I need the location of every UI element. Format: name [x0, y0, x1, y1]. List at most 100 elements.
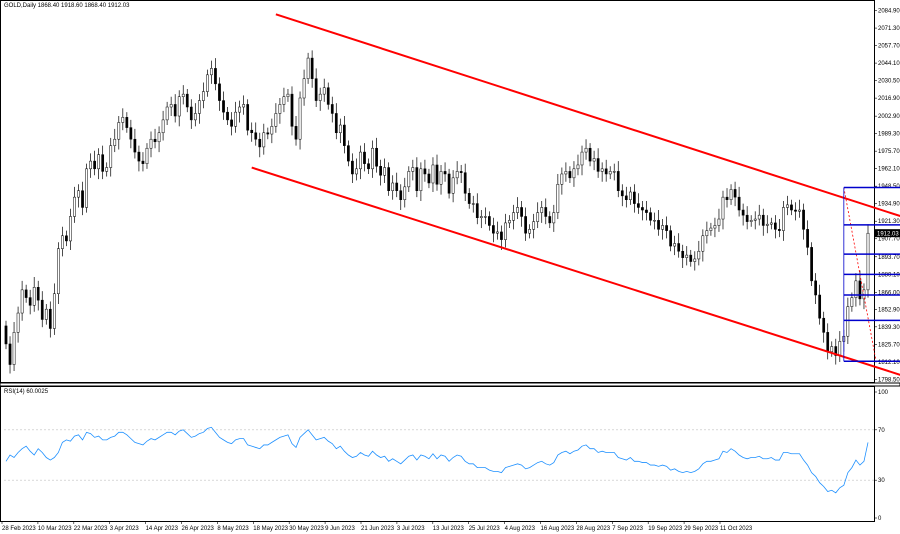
- candle-body: [838, 341, 842, 356]
- candle-body: [254, 132, 258, 140]
- candle-body: [101, 154, 105, 172]
- candle-body: [330, 104, 334, 114]
- candle-body: [306, 57, 310, 79]
- candle-body: [314, 78, 318, 101]
- candle-body: [310, 57, 314, 79]
- candle-body: [435, 164, 439, 185]
- current-price-marker: 1912.03: [875, 229, 900, 237]
- candle-body: [447, 173, 451, 194]
- time-tick-label: 30 May 2023: [289, 526, 324, 532]
- rsi-tick-label: 100: [878, 390, 889, 396]
- candle-body: [786, 204, 789, 208]
- candle-body: [411, 167, 415, 172]
- candle-body: [113, 138, 117, 146]
- price-tick-label: 1989.30: [878, 132, 900, 138]
- candle-body: [85, 168, 88, 208]
- candle-body: [270, 126, 274, 135]
- candle-body: [347, 145, 350, 162]
- rsi-tick-label: 0: [878, 516, 882, 522]
- candle-body: [858, 280, 862, 300]
- candle-body: [713, 225, 717, 229]
- candle-body: [415, 167, 419, 191]
- candle-body: [794, 209, 797, 212]
- candle-body: [657, 220, 660, 230]
- pane-separator: [0, 382, 900, 387]
- candle-body: [741, 209, 745, 216]
- price-tick-label: 1921.30: [878, 219, 900, 225]
- time-tick-label: 11 Oct 2023: [720, 526, 753, 532]
- candle-body: [282, 96, 286, 105]
- candle-body: [612, 171, 616, 173]
- candle-body: [677, 243, 681, 252]
- candle-body: [109, 145, 113, 168]
- time-tick-label: 26 Apr 2023: [182, 526, 215, 532]
- candle-body: [197, 100, 201, 114]
- candle-body: [467, 193, 471, 204]
- candle-body: [407, 171, 411, 188]
- candle-body: [338, 124, 342, 134]
- candle-body: [210, 68, 213, 76]
- candle-body: [44, 308, 48, 320]
- candle-body: [782, 207, 785, 231]
- current-price-label: 1912.03: [877, 231, 899, 237]
- candle-body: [4, 325, 8, 345]
- rsi-levels: [4, 429, 874, 481]
- candle-body: [28, 297, 32, 306]
- candle-body: [93, 160, 96, 170]
- candle-body: [97, 154, 101, 170]
- candle-body: [496, 231, 499, 234]
- candle-body: [757, 214, 761, 220]
- price-tick-label: 2057.70: [878, 44, 900, 50]
- candle-body: [528, 229, 532, 234]
- candle-body: [355, 168, 358, 175]
- candle-body: [745, 214, 749, 222]
- candle-body: [520, 207, 523, 217]
- price-axis: 2084.90 2071.30 2057.70 2044.10 2030.50 2016.…: [874, 9, 900, 383]
- candle-body: [173, 104, 177, 117]
- channel-line: [275, 13, 900, 218]
- candle-body: [584, 147, 588, 153]
- candle-body: [717, 218, 721, 226]
- candle-body: [169, 104, 173, 108]
- price-tick-label: 2044.10: [878, 61, 900, 67]
- candle-body: [20, 289, 24, 314]
- time-tick-label: 4 Aug 2023: [505, 526, 536, 532]
- channel-lines: [251, 13, 900, 376]
- candle-body: [202, 91, 205, 101]
- candle-body: [492, 225, 495, 234]
- candle-body: [367, 163, 370, 170]
- candle-body: [637, 203, 640, 208]
- candle-body: [512, 212, 515, 221]
- candle-body: [806, 229, 809, 248]
- candle-body: [403, 186, 407, 200]
- candle-body: [387, 167, 391, 191]
- candle-body: [234, 111, 237, 127]
- candle-body: [290, 93, 294, 127]
- price-tick-label: 1839.30: [878, 325, 900, 331]
- candle-body: [193, 113, 197, 121]
- candle-body: [749, 220, 753, 222]
- price-tick-label: 1975.70: [878, 149, 900, 155]
- time-tick-label: 28 Feb 2023: [2, 526, 36, 532]
- time-tick-label: 3 Jul 2023: [397, 526, 425, 532]
- candle-body: [48, 308, 52, 329]
- candle-body: [40, 299, 44, 320]
- candle-body: [725, 196, 729, 200]
- candle-body: [351, 160, 354, 175]
- candle-body: [125, 117, 129, 128]
- candle-body: [572, 168, 576, 179]
- candle-body: [826, 332, 830, 352]
- candle-body: [395, 182, 399, 191]
- price-tick-label: 1962.10: [878, 167, 900, 173]
- candle-body: [709, 227, 713, 231]
- candle-body: [137, 151, 141, 162]
- candle-body: [185, 93, 189, 108]
- time-axis: 28 Feb 2023 10 Mar 2023 22 Mar 2023 3 Apr 2…: [1, 521, 753, 532]
- candle-body: [596, 158, 600, 172]
- candle-body: [141, 160, 145, 164]
- candle-body: [117, 122, 121, 140]
- candle-body: [334, 113, 338, 134]
- candle-body: [729, 189, 733, 200]
- candle-body: [798, 209, 801, 212]
